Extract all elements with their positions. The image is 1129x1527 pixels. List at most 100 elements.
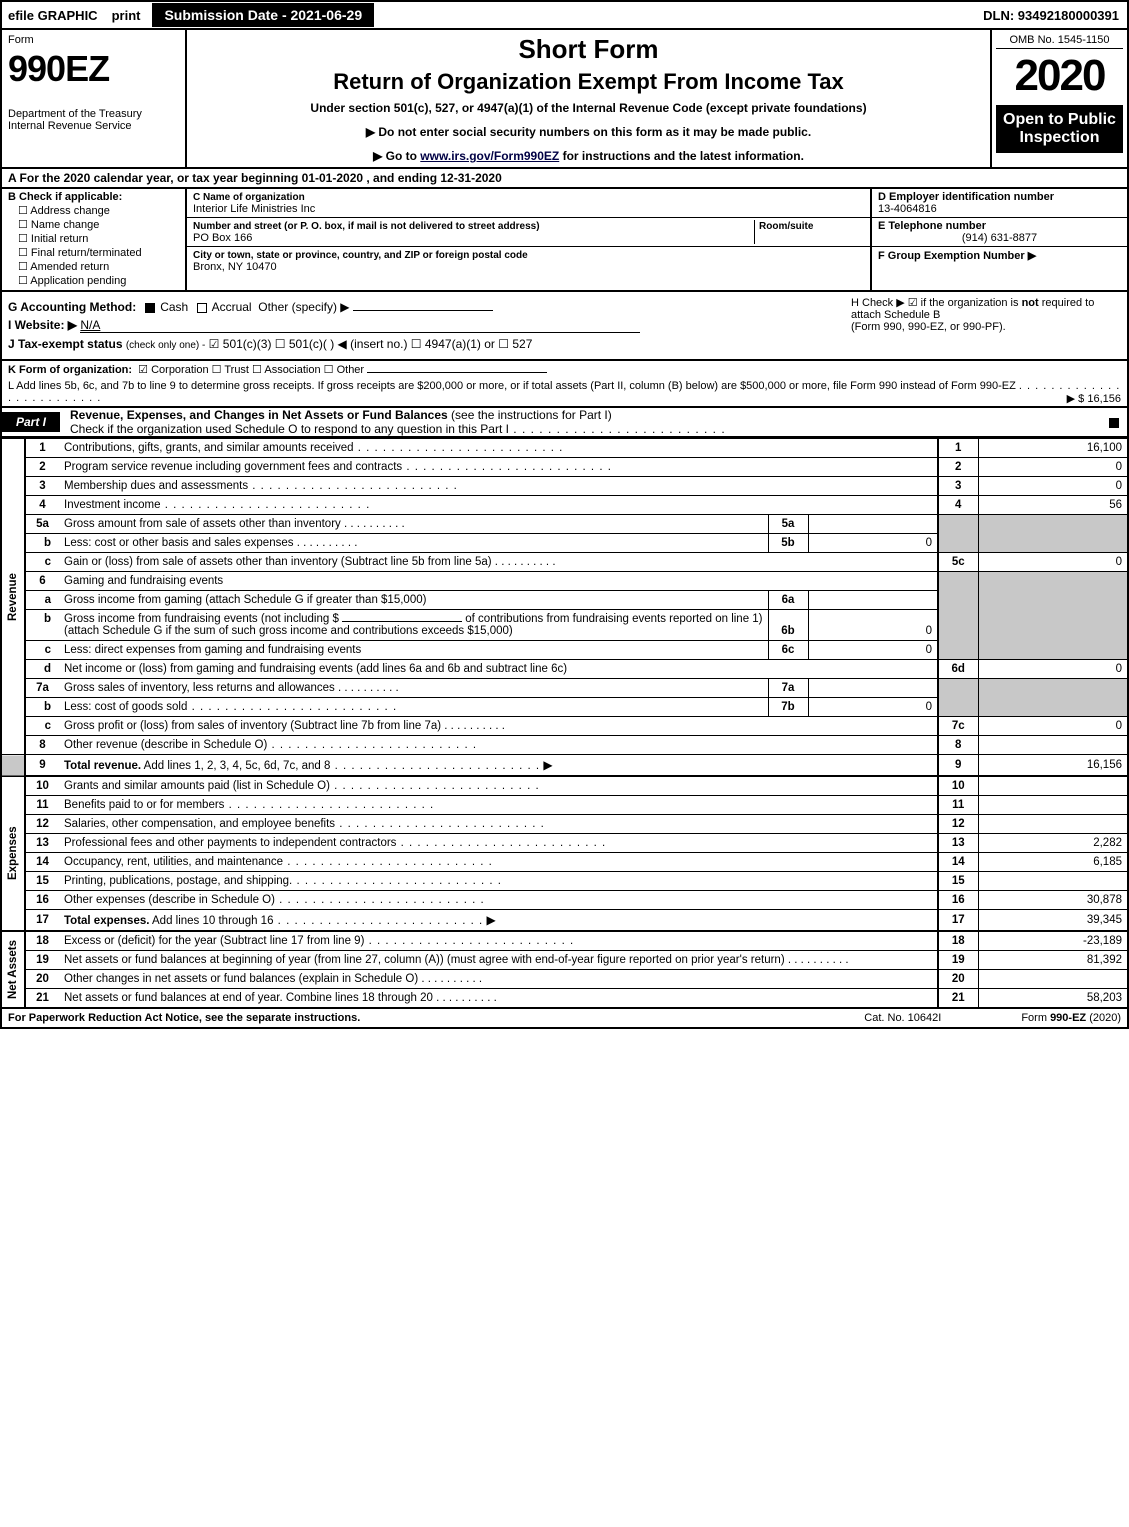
form-number: 990EZ xyxy=(8,48,179,90)
l6b-amount-input[interactable] xyxy=(342,621,462,622)
l6-grey xyxy=(938,572,978,660)
l17-num: 17 xyxy=(25,910,59,932)
l3-num: 3 xyxy=(25,477,59,496)
arrow-icon: ▶ xyxy=(486,913,495,927)
l12-num: 12 xyxy=(25,815,59,834)
open-inspection: Open to Public Inspection xyxy=(996,105,1123,153)
l6-desc: Gaming and fundraising events xyxy=(59,572,938,591)
l6a-desc: Gross income from gaming (attach Schedul… xyxy=(64,594,426,606)
l13-val: 2,282 xyxy=(978,834,1128,853)
goto-link[interactable]: www.irs.gov/Form990EZ xyxy=(420,149,559,163)
l9-num: 9 xyxy=(25,755,59,777)
chk-application-pending[interactable]: ☐ Application pending xyxy=(18,274,179,287)
dln: DLN: 93492180000391 xyxy=(975,8,1127,23)
ein: 13-4064816 xyxy=(878,203,937,215)
form-footer-a: Form xyxy=(1021,1012,1050,1024)
l5c-val: 0 xyxy=(978,553,1128,572)
l5a-mv xyxy=(808,515,938,534)
l5b-mv: 0 xyxy=(808,534,938,553)
l21-num: 21 xyxy=(25,989,59,1009)
dept-treasury: Department of the Treasury xyxy=(8,108,179,120)
l13-rn: 13 xyxy=(938,834,978,853)
chk-accrual[interactable] xyxy=(197,303,207,313)
part1-schedule-o-check[interactable] xyxy=(1109,418,1119,428)
lines-table: Revenue 1 Contributions, gifts, grants, … xyxy=(0,438,1129,1009)
l19-rn: 19 xyxy=(938,951,978,970)
l15-num: 15 xyxy=(25,872,59,891)
part1-tag: Part I xyxy=(2,412,60,432)
chk-name-change[interactable]: ☐ Name change xyxy=(18,218,179,231)
goto-post: for instructions and the latest informat… xyxy=(559,149,804,163)
l3-desc: Membership dues and assessments xyxy=(64,480,248,492)
l11-num: 11 xyxy=(25,796,59,815)
org-city: Bronx, NY 10470 xyxy=(193,261,277,273)
ghij-block: H Check ▶ ☑ if the organization is not r… xyxy=(0,292,1129,361)
l8-desc: Other revenue (describe in Schedule O) xyxy=(64,739,267,751)
org-name: Interior Life Ministries Inc xyxy=(193,203,315,215)
l21-desc: Net assets or fund balances at end of ye… xyxy=(64,992,433,1004)
l4-rn: 4 xyxy=(938,496,978,515)
chk-final-return[interactable]: ☐ Final return/terminated xyxy=(18,246,179,259)
l6c-mv: 0 xyxy=(808,641,938,660)
l8-val xyxy=(978,736,1128,755)
l18-desc: Excess or (deficit) for the year (Subtra… xyxy=(64,935,364,947)
l5a-desc: Gross amount from sale of assets other t… xyxy=(64,518,341,530)
chk-amended-return[interactable]: ☐ Amended return xyxy=(18,260,179,273)
l6b-mv: 0 xyxy=(808,610,938,641)
l7ab-grey-val xyxy=(978,679,1128,717)
l1-val: 16,100 xyxy=(978,439,1128,458)
l21-rn: 21 xyxy=(938,989,978,1009)
chk-address-change[interactable]: ☐ Address change xyxy=(18,204,179,217)
l5b-desc: Less: cost or other basis and sales expe… xyxy=(64,537,294,549)
l16-num: 16 xyxy=(25,891,59,910)
l2-desc: Program service revenue including govern… xyxy=(64,461,402,473)
l6d-num: d xyxy=(25,660,59,679)
l8-num: 8 xyxy=(25,736,59,755)
l9-rn: 9 xyxy=(938,755,978,777)
chk-initial-return[interactable]: ☐ Initial return xyxy=(18,232,179,245)
l1-rn: 1 xyxy=(938,439,978,458)
l7b-mv: 0 xyxy=(808,698,938,717)
l6b-mn: 6b xyxy=(768,610,808,641)
j-opts: ☑ 501(c)(3) ☐ 501(c)( ) ◀ (insert no.) ☐… xyxy=(209,337,533,351)
l14-val: 6,185 xyxy=(978,853,1128,872)
l5ab-grey-val xyxy=(978,515,1128,553)
k-label: K Form of organization: xyxy=(8,364,132,376)
c-room-label: Room/suite xyxy=(759,221,813,232)
l20-val xyxy=(978,970,1128,989)
l7a-num: 7a xyxy=(25,679,59,698)
under-section: Under section 501(c), 527, or 4947(a)(1)… xyxy=(195,101,982,115)
telephone: (914) 631-8877 xyxy=(878,232,1121,244)
k-opts: ☑ Corporation ☐ Trust ☐ Association ☐ Ot… xyxy=(138,364,364,376)
l5c-num: c xyxy=(25,553,59,572)
h-text1: H Check ▶ ☑ if the organization is xyxy=(851,297,1022,309)
l2-num: 2 xyxy=(25,458,59,477)
l7b-num: b xyxy=(25,698,59,717)
l19-val: 81,392 xyxy=(978,951,1128,970)
paperwork-notice: For Paperwork Reduction Act Notice, see … xyxy=(8,1012,360,1024)
g-other: Other (specify) ▶ xyxy=(258,300,349,314)
chk-cash[interactable] xyxy=(145,303,155,313)
l6d-rn: 6d xyxy=(938,660,978,679)
form-footer-b: 990-EZ xyxy=(1050,1012,1086,1024)
l6-grey-val xyxy=(978,572,1128,660)
cat-number: Cat. No. 10642I xyxy=(864,1012,941,1024)
print-button[interactable]: print xyxy=(104,8,149,23)
l16-desc: Other expenses (describe in Schedule O) xyxy=(64,894,275,906)
l5ab-grey xyxy=(938,515,978,553)
l5a-mn: 5a xyxy=(768,515,808,534)
l6a-num: a xyxy=(25,591,59,610)
g-other-input[interactable] xyxy=(353,310,493,311)
c-city-label: City or town, state or province, country… xyxy=(193,250,528,261)
l7a-mv xyxy=(808,679,938,698)
submission-date: Submission Date - 2021-06-29 xyxy=(152,3,374,27)
l7a-mn: 7a xyxy=(768,679,808,698)
efile-label: efile GRAPHIC xyxy=(2,8,104,23)
j-small: (check only one) - xyxy=(126,340,205,351)
ssn-warning: ▶ Do not enter social security numbers o… xyxy=(195,125,982,139)
l10-desc: Grants and similar amounts paid (list in… xyxy=(64,780,330,792)
g-cash: Cash xyxy=(160,300,188,314)
k-other-input[interactable] xyxy=(367,372,547,373)
l20-rn: 20 xyxy=(938,970,978,989)
l16-val: 30,878 xyxy=(978,891,1128,910)
